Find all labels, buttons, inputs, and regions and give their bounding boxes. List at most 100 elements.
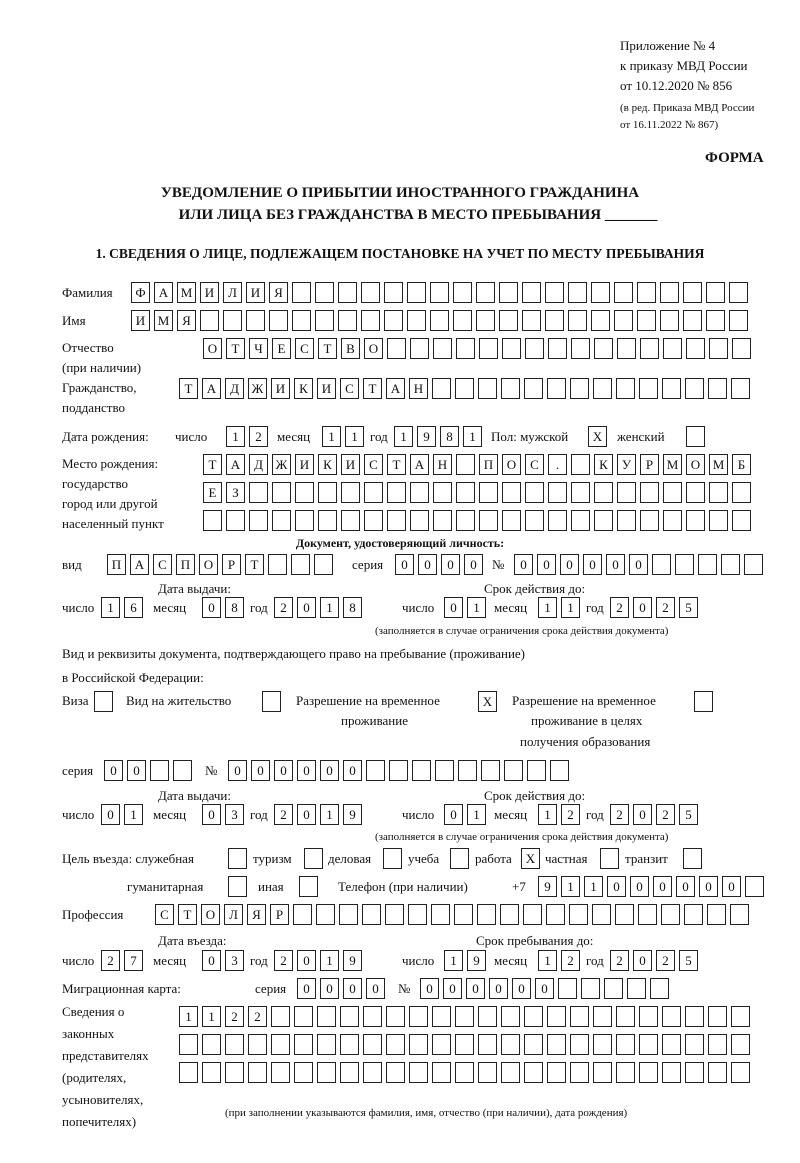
char-cell[interactable]: 6 [124,597,143,618]
char-cell[interactable] [318,510,337,531]
char-cell[interactable] [501,1006,520,1027]
char-cell[interactable]: 2 [610,804,629,825]
char-cell[interactable]: Ф [131,282,150,303]
char-cell[interactable] [571,510,590,531]
char-cell[interactable]: 0 [535,978,554,999]
char-cell[interactable] [246,310,265,331]
char-cell[interactable]: 0 [127,760,146,781]
char-cell[interactable]: А [154,282,173,303]
char-cell[interactable]: М [154,310,173,331]
char-cell[interactable] [314,554,333,575]
char-cell[interactable] [547,1006,566,1027]
char-cell[interactable]: Д [225,378,244,399]
char-cell[interactable] [591,282,610,303]
char-cell[interactable] [616,378,635,399]
char-cell[interactable] [525,482,544,503]
char-cell[interactable] [501,1034,520,1055]
char-cell[interactable] [525,338,544,359]
char-cell[interactable]: 2 [225,1006,244,1027]
char-cell[interactable] [731,1034,750,1055]
char-cell[interactable] [571,482,590,503]
char-cell[interactable] [616,1034,635,1055]
char-cell[interactable] [571,338,590,359]
char-cell[interactable] [226,510,245,531]
char-cell[interactable]: 0 [101,804,120,825]
char-cell[interactable] [662,1034,681,1055]
char-cell[interactable] [708,378,727,399]
char-cell[interactable]: 2 [610,597,629,618]
sex-female-checkbox[interactable] [686,426,705,447]
char-cell[interactable]: А [386,378,405,399]
char-cell[interactable]: 0 [443,978,462,999]
char-cell[interactable]: 3 [225,804,244,825]
char-cell[interactable] [293,904,312,925]
char-cell[interactable] [203,510,222,531]
char-cell[interactable]: 2 [610,950,629,971]
char-cell[interactable] [617,510,636,531]
char-cell[interactable] [386,1062,405,1083]
char-cell[interactable]: 1 [320,950,339,971]
char-cell[interactable] [294,1006,313,1027]
char-cell[interactable]: 0 [676,876,695,897]
char-cell[interactable] [686,338,705,359]
char-cell[interactable]: О [364,338,383,359]
char-cell[interactable] [316,904,335,925]
char-cell[interactable] [430,310,449,331]
char-cell[interactable] [663,482,682,503]
char-cell[interactable]: 0 [633,950,652,971]
char-cell[interactable]: Т [387,454,406,475]
char-cell[interactable]: 0 [466,978,485,999]
char-cell[interactable] [662,378,681,399]
char-cell[interactable] [433,338,452,359]
char-cell[interactable]: 0 [297,804,316,825]
char-cell[interactable]: 1 [467,804,486,825]
char-cell[interactable] [639,1034,658,1055]
char-cell[interactable] [477,904,496,925]
char-cell[interactable]: 0 [297,760,316,781]
char-cell[interactable] [730,904,749,925]
char-cell[interactable] [709,338,728,359]
char-cell[interactable] [386,1006,405,1027]
char-cell[interactable] [150,760,169,781]
char-cell[interactable] [387,338,406,359]
char-cell[interactable] [361,282,380,303]
char-cell[interactable] [527,760,546,781]
char-cell[interactable]: 9 [417,426,436,447]
char-cell[interactable]: К [594,454,613,475]
char-cell[interactable]: Я [269,282,288,303]
char-cell[interactable] [524,1062,543,1083]
char-cell[interactable]: 0 [653,876,672,897]
char-cell[interactable] [548,482,567,503]
char-cell[interactable] [453,310,472,331]
char-cell[interactable] [617,338,636,359]
char-cell[interactable] [501,378,520,399]
char-cell[interactable] [570,1062,589,1083]
char-cell[interactable] [478,1034,497,1055]
char-cell[interactable] [639,378,658,399]
char-cell[interactable]: 0 [537,554,556,575]
char-cell[interactable] [268,554,287,575]
char-cell[interactable]: Е [272,338,291,359]
char-cell[interactable]: Б [732,454,751,475]
char-cell[interactable]: П [176,554,195,575]
char-cell[interactable] [432,378,451,399]
char-cell[interactable]: 1 [226,426,245,447]
char-cell[interactable] [338,310,357,331]
char-cell[interactable] [362,904,381,925]
char-cell[interactable] [616,1006,635,1027]
char-cell[interactable]: 0 [202,804,221,825]
char-cell[interactable]: А [226,454,245,475]
char-cell[interactable] [683,282,702,303]
char-cell[interactable]: Т [178,904,197,925]
char-cell[interactable]: 0 [202,597,221,618]
char-cell[interactable] [338,282,357,303]
